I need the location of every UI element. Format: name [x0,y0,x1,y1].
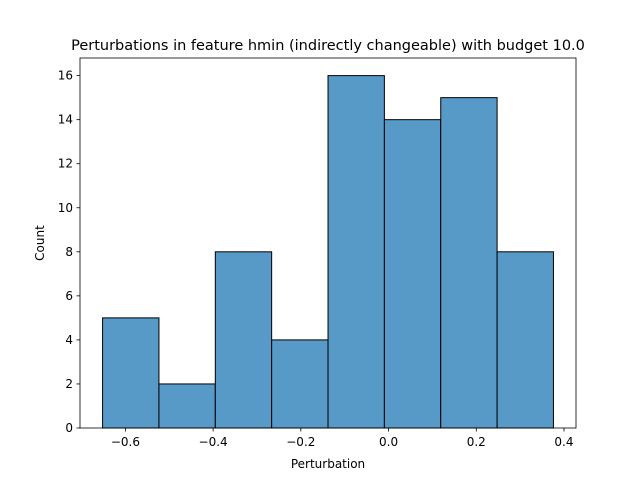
plot-frame [79,57,577,429]
x-axis-ticks: −0.6 −0.4 −0.2 0.0 0.2 0.4 [111,428,574,449]
histogram-bar [383,119,442,429]
y-tick-label: 16 [58,69,73,83]
x-tick-label: 0.4 [554,435,573,449]
x-tick-label: −0.6 [111,435,140,449]
x-tick-label: −0.2 [286,435,315,449]
histogram-bar [271,339,329,429]
y-tick-label: 10 [58,201,73,215]
histogram-bar [496,251,554,429]
histogram-bar [102,317,160,429]
x-tick-label: 0.2 [467,435,486,449]
y-tick-label: 12 [58,157,73,171]
histogram-bar [440,97,498,429]
y-axis-ticks: 0 2 4 6 8 10 12 14 16 [58,69,80,435]
x-tick-label: 0.0 [379,435,398,449]
y-tick-label: 8 [65,245,73,259]
y-tick-label: 4 [65,333,73,347]
y-tick-label: 0 [65,421,73,435]
histogram-bar [327,75,385,429]
x-axis-label: Perturbation [291,457,365,471]
x-tick-label: −0.4 [199,435,228,449]
histogram-bar [158,383,216,429]
y-tick-label: 14 [58,113,73,127]
y-tick-label: 6 [65,289,73,303]
y-tick-label: 2 [65,377,73,391]
bars-group [102,75,554,429]
y-axis-label: Count [33,225,47,261]
histogram-bar [214,251,273,429]
chart-title: Perturbations in feature hmin (indirectl… [71,38,585,54]
